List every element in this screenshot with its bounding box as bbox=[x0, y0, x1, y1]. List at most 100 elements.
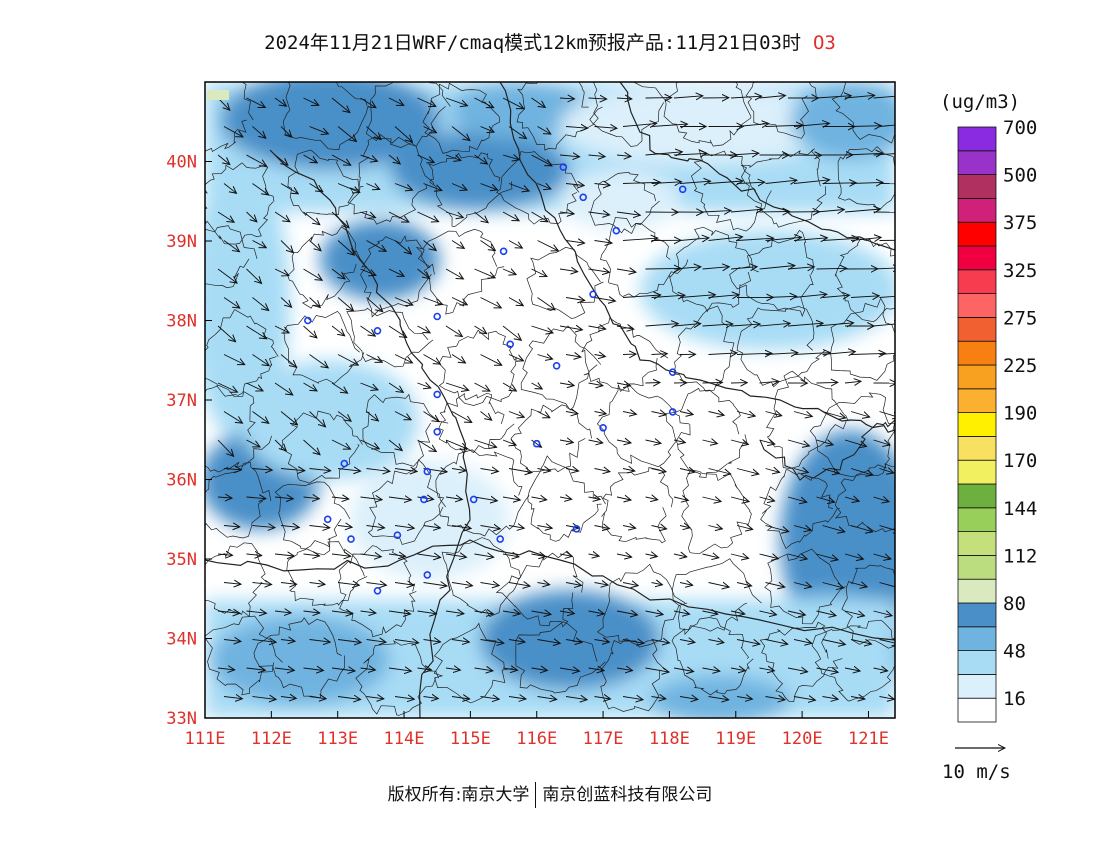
wind-arrow bbox=[217, 97, 230, 110]
wind-arrow bbox=[673, 324, 701, 326]
colorbar-label: 325 bbox=[1003, 260, 1037, 282]
wind-arrow bbox=[366, 354, 383, 363]
wind-arrow bbox=[588, 212, 610, 215]
wind-arrow bbox=[759, 266, 795, 270]
colorbar-swatch bbox=[957, 507, 997, 532]
wind-arrow bbox=[879, 352, 895, 355]
colorbar-label: 190 bbox=[1003, 403, 1037, 425]
wind-arrow bbox=[679, 181, 711, 183]
wind-arrow bbox=[451, 126, 470, 141]
wind-arrow bbox=[394, 411, 411, 420]
wind-arrow bbox=[787, 668, 808, 672]
wind-arrow bbox=[223, 640, 241, 642]
colorbar-swatch bbox=[957, 650, 997, 675]
wind-arrow bbox=[474, 554, 494, 557]
wind-arrow bbox=[565, 640, 582, 643]
lon-tick-label: 117E bbox=[583, 729, 624, 749]
colorbar-swatch bbox=[957, 674, 997, 699]
wind-arrow bbox=[502, 269, 516, 275]
wind-arrow bbox=[679, 526, 690, 528]
wind-arrow bbox=[223, 583, 241, 585]
wind-arrow bbox=[309, 469, 331, 471]
wind-arrow bbox=[616, 383, 630, 386]
station-marker bbox=[393, 531, 402, 540]
border-line bbox=[435, 449, 530, 537]
wind-arrow bbox=[873, 95, 895, 99]
wind-arrow bbox=[280, 640, 295, 642]
wind-arrow bbox=[759, 381, 779, 383]
wind-arrow bbox=[645, 668, 670, 672]
wind-arrow bbox=[565, 526, 579, 529]
wind-arrow bbox=[679, 697, 698, 700]
wind-arrow bbox=[274, 497, 293, 499]
wind-arrow bbox=[394, 583, 414, 586]
border-line bbox=[834, 238, 895, 323]
border-line bbox=[600, 217, 689, 298]
wind-arrow bbox=[822, 639, 846, 645]
wind-arrow bbox=[793, 180, 830, 184]
wind-arrow bbox=[708, 468, 731, 475]
wind-arrow bbox=[474, 211, 489, 223]
lon-tick-label: 121E bbox=[848, 729, 889, 749]
wind-arrow bbox=[531, 268, 547, 277]
wind-arrow bbox=[388, 382, 403, 392]
station-marker bbox=[499, 247, 508, 256]
wind-arrow bbox=[423, 240, 437, 251]
border-line bbox=[367, 459, 446, 545]
wind-arrow bbox=[844, 497, 859, 501]
colorbar-swatch bbox=[957, 531, 997, 556]
wind-arrow bbox=[445, 325, 462, 337]
wind-arrow bbox=[765, 353, 798, 355]
wind-arrow bbox=[730, 554, 749, 558]
longitude-axis: 111E 112E 113E 114E 115E 116E 117E 118E 119E 120E… bbox=[185, 711, 889, 749]
wind-arrow bbox=[417, 497, 434, 499]
wind-arrow bbox=[616, 440, 631, 443]
wind-arrow bbox=[565, 355, 581, 358]
border-line bbox=[668, 226, 759, 313]
colorbar-swatch bbox=[957, 150, 997, 176]
wind-arrow bbox=[730, 611, 745, 614]
station-marker bbox=[433, 427, 442, 436]
wind-arrow bbox=[303, 611, 320, 613]
wind-arrow bbox=[280, 297, 292, 308]
wind-arrow bbox=[645, 324, 679, 326]
colorbar-swatch bbox=[957, 126, 997, 152]
wind-arrow bbox=[223, 697, 242, 699]
wind-arrow bbox=[588, 611, 605, 614]
wind-arrow bbox=[423, 297, 443, 305]
wind-arrow bbox=[873, 611, 893, 616]
lon-tick-label: 118E bbox=[649, 729, 690, 749]
wind-arrow bbox=[480, 640, 504, 644]
station-marker bbox=[340, 459, 349, 468]
wind-arrow bbox=[252, 240, 267, 248]
wind-arrow bbox=[850, 237, 881, 240]
wind-arrow bbox=[331, 325, 345, 336]
wind-arrow bbox=[787, 439, 810, 446]
wind-arrow bbox=[679, 640, 695, 643]
border-line bbox=[809, 392, 895, 478]
wind-arrow bbox=[502, 554, 519, 557]
wind-arrow bbox=[531, 383, 543, 389]
wind-arrow bbox=[309, 183, 323, 192]
wind-arrow bbox=[702, 267, 730, 269]
wind-arrow bbox=[223, 411, 243, 424]
wind-arrow bbox=[388, 497, 411, 500]
wind-arrow bbox=[480, 183, 498, 190]
wind-arrow bbox=[873, 554, 891, 559]
station-marker bbox=[552, 361, 561, 370]
wind-arrow bbox=[531, 497, 547, 500]
colorbar-swatch bbox=[957, 435, 997, 461]
wind-arrow bbox=[873, 497, 890, 502]
wind-arrow bbox=[274, 439, 286, 451]
wind-arrow bbox=[388, 611, 411, 614]
wind-arrow bbox=[616, 212, 640, 215]
wind-arrow bbox=[360, 97, 376, 108]
wind-arrow bbox=[366, 126, 382, 140]
wind-arrow bbox=[622, 123, 657, 126]
border-line bbox=[681, 469, 752, 555]
wind-arrow bbox=[451, 183, 467, 191]
colorbar-swatch bbox=[957, 340, 997, 366]
wind-arrow bbox=[508, 411, 524, 418]
wind-arrow bbox=[816, 611, 837, 616]
wind-arrow bbox=[702, 324, 733, 326]
